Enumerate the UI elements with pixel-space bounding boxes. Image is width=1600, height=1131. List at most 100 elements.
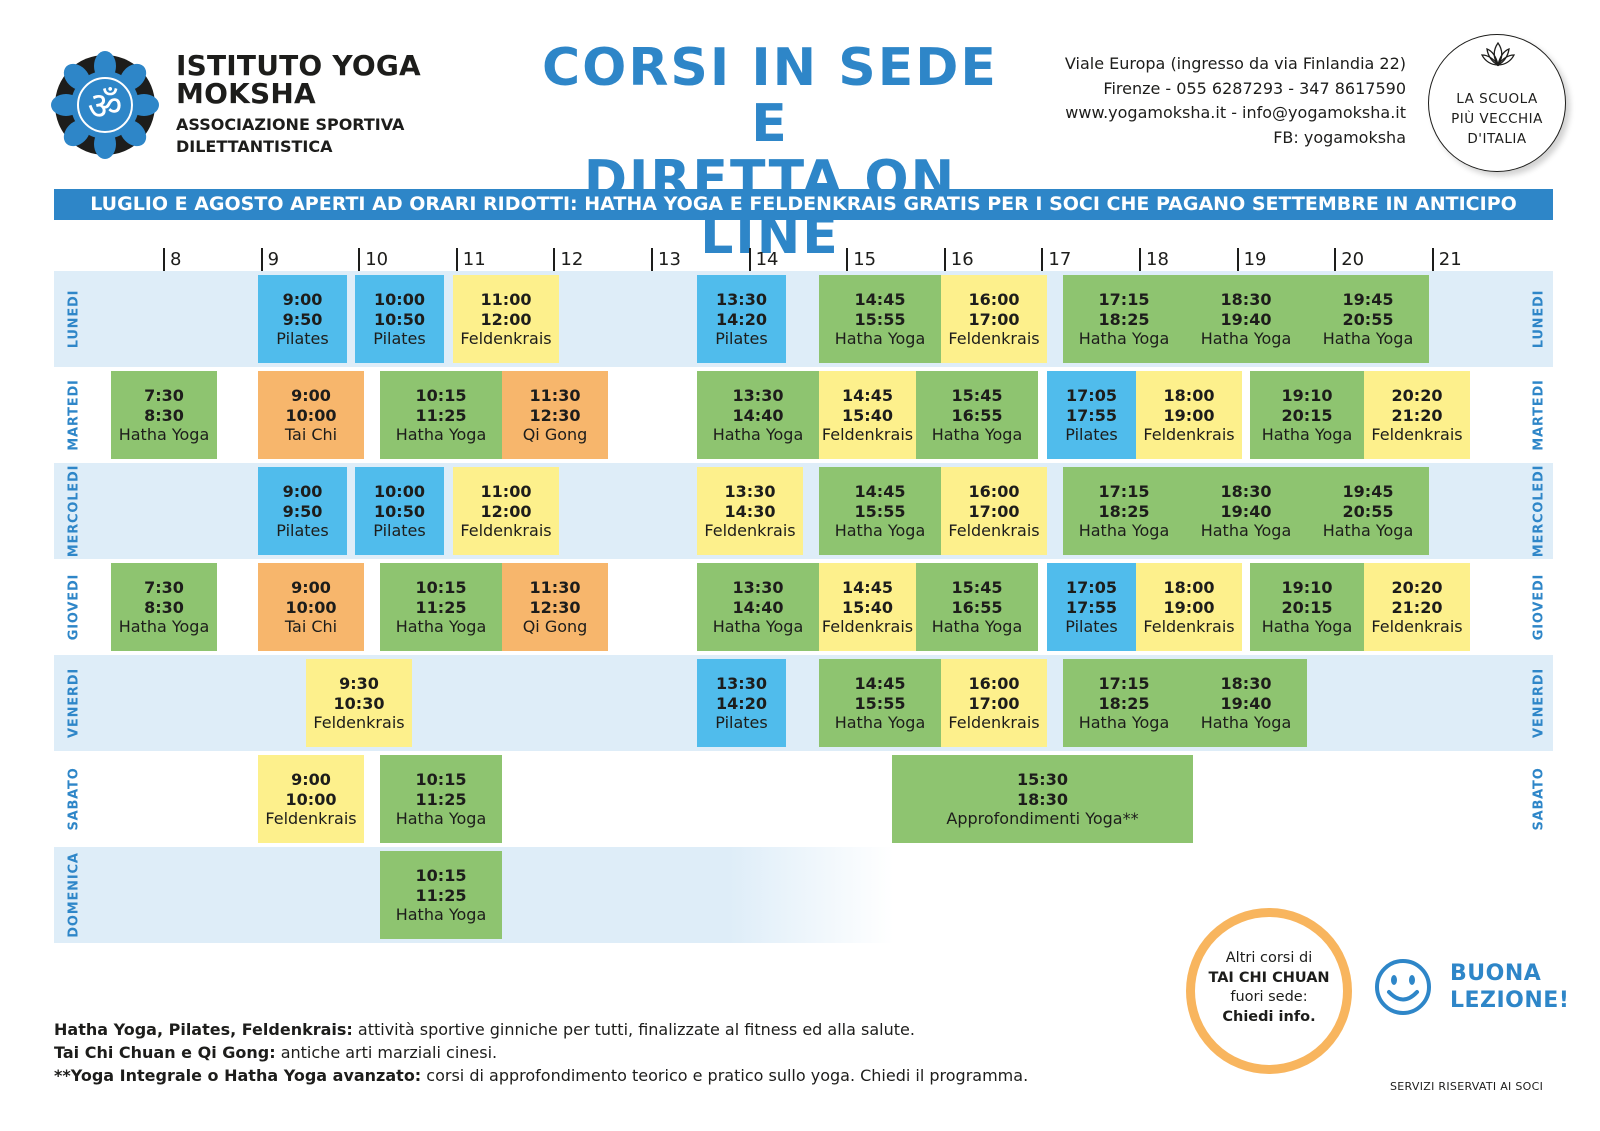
circle-line2: TAI CHI CHUAN — [1208, 969, 1330, 986]
class-end-time: 9:50 — [282, 309, 323, 329]
class-start-time: 13:30 — [724, 482, 776, 501]
class-block: 10:00 10:50 Pilates — [355, 275, 444, 363]
class-name: Hatha Yoga — [1078, 521, 1170, 540]
day-label: LUNEDI — [54, 271, 94, 367]
class-block: 17:15 18:25 Hatha Yoga — [1063, 659, 1185, 747]
class-name: Qi Gong — [522, 425, 588, 444]
org-name-line1: ISTITUTO YOGA — [176, 49, 421, 82]
class-name: Hatha Yoga — [1200, 713, 1292, 732]
class-end-time: 19:00 — [1163, 405, 1215, 425]
class-start-time: 7:30 — [144, 578, 184, 597]
class-block: 13:30 14:30 Feldenkrais — [697, 467, 803, 555]
day-label-text: SABATO — [1531, 767, 1547, 831]
class-start-time: 18:30 — [1220, 674, 1272, 693]
seal-line2: PIÙ VECCHIA — [1451, 111, 1543, 127]
class-block: 14:45 15:40 Feldenkrais — [819, 371, 916, 459]
class-end-time: 10:30 — [333, 693, 385, 713]
class-block: 11:00 12:00 Feldenkrais — [453, 275, 559, 363]
class-end-time: 17:00 — [968, 693, 1020, 713]
class-name: Approfondimenti Yoga** — [946, 809, 1139, 828]
day-label-text: MARTEDI — [66, 379, 82, 451]
class-name: Pilates — [373, 329, 426, 348]
class-block: 7:30 8:30 Hatha Yoga — [111, 371, 217, 459]
class-end-time: 18:30 — [1017, 789, 1068, 809]
tai-chi-info-circle: Altri corsi di TAI CHI CHUAN fuori sede:… — [1186, 908, 1352, 1074]
class-name: Hatha Yoga — [834, 329, 926, 348]
class-end-time: 18:25 — [1098, 693, 1150, 713]
lotus-icon — [1481, 41, 1515, 67]
legend-term-2: Tai Chi Chuan e Qi Gong: — [54, 1043, 276, 1062]
class-end-time: 16:55 — [951, 405, 1003, 425]
class-end-time: 14:40 — [732, 597, 784, 617]
legend-line-2: Tai Chi Chuan e Qi Gong: antiche arti ma… — [54, 1041, 1028, 1064]
class-end-time: 20:55 — [1342, 309, 1394, 329]
hour-tick: 11 — [455, 248, 486, 272]
class-start-time: 9:00 — [291, 578, 331, 597]
legend-line-3: **Yoga Integrale o Hatha Yoga avanzato: … — [54, 1064, 1028, 1087]
class-start-time: 19:45 — [1342, 290, 1394, 309]
class-start-time: 15:45 — [951, 386, 1003, 405]
class-block: 18:30 19:40 Hatha Yoga — [1185, 275, 1307, 363]
class-name: Hatha Yoga — [931, 425, 1023, 444]
class-start-time: 20:20 — [1391, 386, 1443, 405]
page-title: CORSI IN SEDE E DIRETTA ON LINE — [520, 40, 1020, 264]
day-label-right: SABATO — [1519, 751, 1559, 847]
class-end-time: 14:30 — [724, 501, 776, 521]
class-end-time: 15:55 — [854, 693, 906, 713]
class-name: Hatha Yoga — [834, 713, 926, 732]
day-label-right: MARTEDI — [1519, 367, 1559, 463]
class-start-time: 9:30 — [339, 674, 379, 693]
class-end-time: 10:00 — [285, 597, 337, 617]
class-block: 14:45 15:55 Hatha Yoga — [819, 659, 941, 747]
class-end-time: 17:00 — [968, 309, 1020, 329]
class-name: Feldenkrais — [948, 713, 1040, 732]
class-block: 17:15 18:25 Hatha Yoga — [1063, 275, 1185, 363]
hour-tick: 9 — [260, 248, 279, 272]
legend-desc-1: attività sportive ginniche per tutti, fi… — [352, 1020, 915, 1039]
class-block: 9:00 9:50 Pilates — [258, 275, 347, 363]
class-end-time: 19:40 — [1220, 501, 1272, 521]
class-name: Tai Chi — [284, 617, 338, 636]
class-name: Feldenkrais — [313, 713, 405, 732]
class-start-time: 7:30 — [144, 386, 184, 405]
class-start-time: 19:10 — [1281, 386, 1333, 405]
class-name: Feldenkrais — [1371, 425, 1463, 444]
class-block: 14:45 15:55 Hatha Yoga — [819, 467, 941, 555]
day-row-venerdi — [54, 655, 1553, 751]
class-block: 11:30 12:30 Qi Gong — [502, 371, 608, 459]
class-end-time: 20:15 — [1281, 405, 1333, 425]
class-name: Hatha Yoga — [395, 809, 487, 828]
contact-web: www.yogamoksha.it - info@yogamoksha.it — [1065, 103, 1406, 122]
class-block: 11:30 12:30 Qi Gong — [502, 563, 608, 651]
class-start-time: 17:15 — [1098, 482, 1150, 501]
legend-desc-2: antiche arti marziali cinesi. — [275, 1043, 498, 1062]
class-name: Pilates — [715, 329, 768, 348]
svg-text:ॐ: ॐ — [88, 84, 123, 128]
class-start-time: 13:30 — [716, 290, 767, 309]
class-block: 13:30 14:20 Pilates — [697, 275, 786, 363]
class-end-time: 15:55 — [854, 501, 906, 521]
legend-line-1: Hatha Yoga, Pilates, Feldenkrais: attivi… — [54, 1018, 1028, 1041]
class-name: Hatha Yoga — [1261, 617, 1353, 636]
class-start-time: 13:30 — [716, 674, 767, 693]
day-label-text: MARTEDI — [1531, 379, 1547, 451]
class-block: 13:30 14:40 Hatha Yoga — [697, 371, 819, 459]
class-block: 17:05 17:55 Pilates — [1047, 563, 1136, 651]
class-start-time: 16:00 — [968, 482, 1020, 501]
org-sub-line2: DILETTANTISTICA — [176, 137, 333, 156]
class-end-time: 12:30 — [529, 405, 581, 425]
class-end-time: 21:20 — [1391, 597, 1443, 617]
class-start-time: 14:45 — [842, 386, 893, 405]
org-subtitle: ASSOCIAZIONE SPORTIVA DILETTANTISTICA — [176, 114, 404, 158]
class-end-time: 8:30 — [144, 597, 184, 617]
class-end-time: 16:55 — [951, 597, 1003, 617]
class-end-time: 12:00 — [480, 501, 532, 521]
circle-text: Altri corsi di TAI CHI CHUAN fuori sede:… — [1195, 949, 1343, 1027]
class-end-time: 11:25 — [415, 597, 467, 617]
class-name: Pilates — [715, 713, 768, 732]
class-name: Tai Chi — [284, 425, 338, 444]
class-end-time: 8:30 — [144, 405, 184, 425]
day-label-text: MERCOLEDI — [1531, 464, 1547, 558]
class-end-time: 15:40 — [842, 597, 893, 617]
class-start-time: 14:45 — [854, 290, 906, 309]
